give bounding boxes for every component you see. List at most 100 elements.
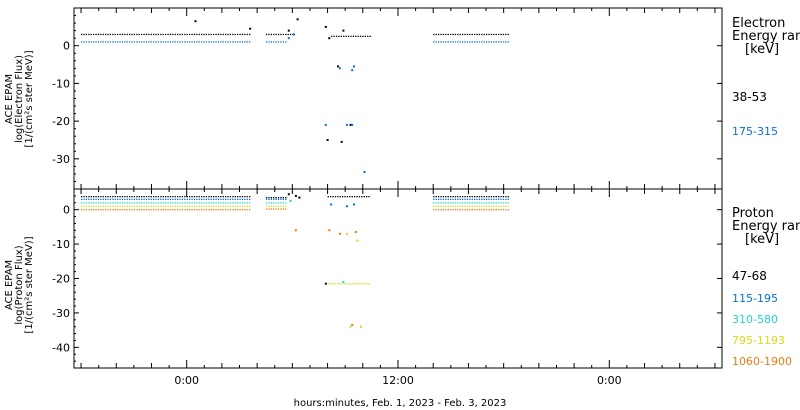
proton-series-4-point (356, 283, 358, 285)
proton-series-1-point (454, 196, 457, 198)
proton-series-3-point (129, 202, 131, 204)
proton-series-4-point (145, 205, 148, 207)
electron-series-2-point (138, 41, 140, 43)
electron-series-2-point (507, 41, 509, 43)
proton-series-5-point (239, 209, 241, 211)
proton-series-4-point (450, 205, 452, 207)
proton-legend-series-1: 47-68 (732, 269, 767, 283)
electron-series-2-point (107, 41, 109, 43)
proton-series-3-point (186, 202, 188, 204)
electron-series-1-point (177, 33, 179, 36)
x-tick-label: 0:00 (174, 374, 199, 387)
proton-series-5-point (88, 209, 90, 211)
electron-series-1-point (289, 33, 292, 36)
electron-series-1-point (155, 33, 157, 36)
electron-series-2-point (471, 41, 473, 43)
proton-series-1-point (507, 196, 509, 198)
proton-series-1-point (481, 196, 483, 198)
proton-series-1-point (109, 196, 112, 198)
proton-series-1-point (160, 196, 162, 198)
proton-series-2-point (100, 198, 102, 200)
electron-series-1-point (340, 35, 342, 37)
proton-series-5-point (179, 209, 181, 211)
electron-series-1-point (220, 33, 222, 36)
electron-series-1-point (277, 33, 280, 36)
proton-series-1-point (93, 196, 95, 198)
proton-series-5-point (97, 209, 100, 211)
proton-series-2-point (81, 198, 83, 200)
proton-series-4-point (133, 205, 136, 207)
proton-series-5-point (440, 209, 442, 211)
proton-legend-title: Proton (732, 206, 774, 221)
proton-series-5-point (117, 209, 119, 211)
proton-series-3-point (133, 202, 136, 204)
proton-series-1-point (249, 196, 251, 198)
proton-series-1-point (334, 196, 337, 198)
electron-series-1-point (246, 33, 248, 36)
proton-series-1-point (368, 196, 370, 198)
electron-series-1-point (500, 33, 502, 36)
proton-series-5-point (275, 208, 277, 210)
proton-series-5-point (466, 209, 469, 211)
electron-series-2-point (474, 41, 476, 43)
proton-series-3-point (121, 202, 124, 204)
proton-series-5-point (241, 209, 244, 211)
proton-series-2-point (265, 198, 268, 200)
proton-series-4-point (483, 205, 485, 207)
proton-legend-series-5: 1060-1900 (732, 355, 792, 368)
proton-ylabel-line2: log(Proton Flux) (14, 245, 25, 324)
electron-series-2-point (205, 41, 208, 43)
proton-series-3-point (433, 202, 435, 204)
proton-series-5-point (167, 209, 169, 211)
proton-series-4-point (143, 205, 145, 207)
proton-series-1-point (136, 196, 138, 198)
proton-series-4-point (198, 205, 200, 207)
proton-series-5-point (459, 209, 461, 211)
proton-series-2-point (493, 198, 495, 200)
proton-series-4-point (222, 205, 224, 207)
proton-series-1-point (85, 196, 88, 198)
proton-series-3-point (102, 202, 104, 204)
proton-series-4-point (241, 205, 244, 207)
electron-series-1-point (196, 33, 198, 36)
proton-series-3-point (227, 202, 229, 204)
electron-series-2-point (493, 41, 495, 43)
proton-series-5-point (100, 209, 102, 211)
proton-series-2-point (191, 198, 193, 200)
proton-series-4-point (265, 205, 268, 207)
electron-series-2-point (227, 41, 229, 43)
proton-series-4-point (81, 205, 83, 207)
proton-series-4-point (344, 283, 346, 285)
proton-series-2-point (481, 198, 483, 200)
proton-series-2-point (169, 198, 172, 200)
electron-legend-series-1: 38-53 (732, 90, 767, 104)
electron-series-1-point (270, 33, 272, 36)
proton-series-4-point (107, 205, 109, 207)
proton-series-3-point (196, 202, 198, 204)
electron-series-2-point (490, 41, 493, 43)
proton-series-4-point (500, 205, 502, 207)
proton-series-3-point (273, 202, 275, 204)
electron-series-1-point (148, 33, 150, 36)
electron-series-2-point (105, 41, 107, 43)
proton-series-1-point (445, 196, 447, 198)
proton-series-2-point (457, 198, 459, 200)
proton-series-1-point (474, 196, 476, 198)
electron-series-2-point (452, 41, 454, 43)
proton-series-2-point (165, 198, 167, 200)
electron-series-2-point (324, 123, 327, 126)
proton-series-3-point (270, 202, 272, 204)
proton-series-1-point (95, 196, 97, 198)
proton-series-2-point (277, 198, 280, 200)
proton-series-4-point (474, 205, 476, 207)
proton-series-1-point (273, 197, 275, 199)
electron-series-1-point (328, 37, 331, 40)
electron-series-1-point (495, 33, 497, 36)
proton-series-4-point (157, 205, 160, 207)
proton-series-2-point (330, 203, 333, 206)
proton-series-1-point (119, 196, 121, 198)
proton-series-4-point (486, 205, 488, 207)
proton-series-3-point (471, 202, 473, 204)
proton-series-1-point (203, 196, 205, 198)
proton-y-axis: 0 -10 -20 -30 -40 (52, 188, 722, 369)
